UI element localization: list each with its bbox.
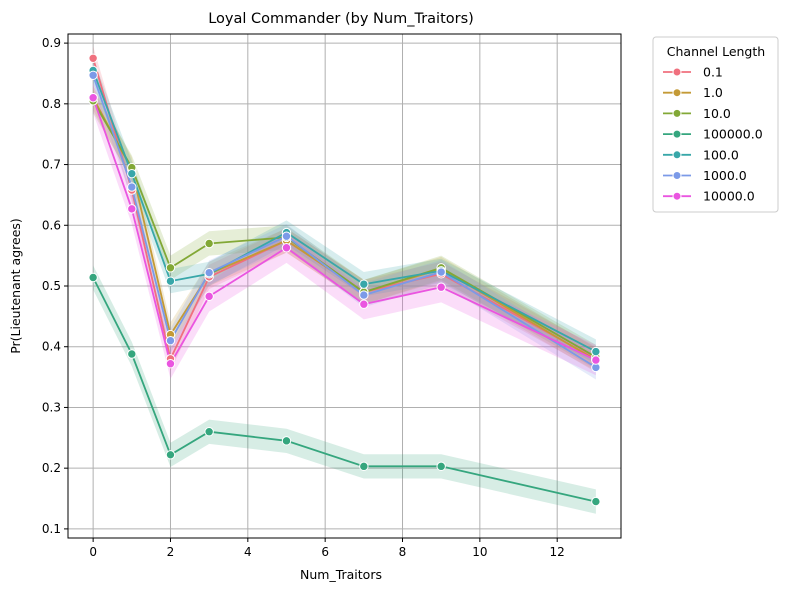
legend-marker <box>672 191 682 201</box>
point-100000-0 <box>204 427 214 437</box>
point-100-0 <box>359 279 369 289</box>
point-1000-0 <box>127 182 137 192</box>
line-0-1 <box>92 58 597 362</box>
legend-label: 10000.0 <box>703 189 755 204</box>
point-0-1 <box>88 53 98 63</box>
point-100-0 <box>165 276 176 286</box>
y-axis-ticks: 0.1 0.2 0.3 0.4 0.5 0.6 0.7 0.8 0.9 <box>42 36 68 536</box>
point-10000-0 <box>88 93 98 103</box>
band-10000-0 <box>93 82 596 379</box>
legend-item: 1.0 <box>663 85 723 100</box>
point-10000-0 <box>204 291 214 302</box>
legend-item: 0.1 <box>663 65 723 80</box>
x-tick-label: 0 <box>89 545 97 559</box>
point-10-0 <box>165 263 176 273</box>
band-100-0 <box>93 58 596 364</box>
line-1000-0 <box>92 75 597 369</box>
y-tick-label: 0.4 <box>42 340 61 354</box>
y-axis-label: Pr(Lieutenant agrees) <box>8 218 23 354</box>
legend-label: 0.1 <box>703 65 723 80</box>
x-tick-label: 12 <box>550 545 565 559</box>
point-100-0 <box>591 346 601 357</box>
legend-marker <box>672 108 682 118</box>
legend-label: 10.0 <box>703 106 731 121</box>
legend-marker <box>672 150 682 160</box>
point-100000-0 <box>88 272 98 283</box>
point-100000-0 <box>127 349 137 359</box>
legend-marker <box>672 129 682 139</box>
x-tick-label: 6 <box>321 545 329 559</box>
point-10000-0 <box>359 299 369 309</box>
legend-item: 10.0 <box>663 106 731 121</box>
y-tick-label: 0.1 <box>42 522 61 536</box>
point-10000-0 <box>591 355 601 365</box>
legend-item: 100000.0 <box>663 127 763 142</box>
y-tick-label: 0.3 <box>42 400 61 414</box>
point-10000-0 <box>281 243 292 253</box>
point-1000-0 <box>165 335 176 346</box>
legend-item: 1000.0 <box>663 168 747 183</box>
band-100000-0 <box>93 265 596 514</box>
legend-item: 100.0 <box>663 147 739 162</box>
point-100000-0 <box>165 450 176 460</box>
legend-marker <box>672 171 682 180</box>
legend-marker <box>672 67 682 77</box>
series-lines <box>92 58 597 503</box>
y-tick-label: 0.6 <box>42 218 61 232</box>
point-1000-0 <box>204 267 214 278</box>
chart-title: Loyal Commander (by Num_Traitors) <box>208 11 474 27</box>
point-10000-0 <box>127 204 137 214</box>
point-1000-0 <box>88 70 98 80</box>
point-1000-0 <box>359 290 369 300</box>
line-10000-0 <box>92 97 597 367</box>
grid-lines <box>68 34 621 538</box>
y-tick-label: 0.9 <box>42 36 61 50</box>
x-tick-label: 4 <box>244 545 252 559</box>
series-markers <box>88 53 601 507</box>
point-10000-0 <box>165 359 176 369</box>
x-axis-ticks: 0 2 4 6 8 10 12 <box>89 538 565 559</box>
point-100000-0 <box>591 496 601 507</box>
point-100000-0 <box>281 436 292 446</box>
legend-title: Channel Length <box>667 44 765 59</box>
legend-label: 1.0 <box>703 85 723 100</box>
point-100-0 <box>127 168 137 179</box>
point-100000-0 <box>359 461 369 472</box>
point-1000-0 <box>436 267 446 277</box>
legend-box <box>652 36 779 213</box>
x-tick-label: 8 <box>399 545 407 559</box>
line-10-0 <box>92 100 597 358</box>
legend-label: 100000.0 <box>703 127 763 142</box>
y-tick-label: 0.7 <box>42 158 61 172</box>
line-100-0 <box>92 70 597 353</box>
x-axis-label: Num_Traitors <box>300 567 382 582</box>
point-10-0 <box>204 238 214 249</box>
legend-item: 10000.0 <box>663 189 755 204</box>
line-100000-0 <box>92 277 597 503</box>
x-tick-label: 10 <box>472 545 487 559</box>
x-tick-label: 2 <box>167 545 175 559</box>
legend: Channel Length 0.1 1.0 10.0 100000.0 100.0 10… <box>652 36 779 213</box>
legend-marker <box>672 88 682 98</box>
point-10000-0 <box>436 282 446 292</box>
legend-label: 100.0 <box>703 147 739 162</box>
point-1000-0 <box>281 231 292 241</box>
y-tick-label: 0.5 <box>42 279 61 293</box>
y-tick-label: 0.2 <box>42 461 61 475</box>
point-100000-0 <box>436 461 446 472</box>
legend-label: 1000.0 <box>703 168 747 183</box>
y-tick-label: 0.8 <box>42 97 61 111</box>
